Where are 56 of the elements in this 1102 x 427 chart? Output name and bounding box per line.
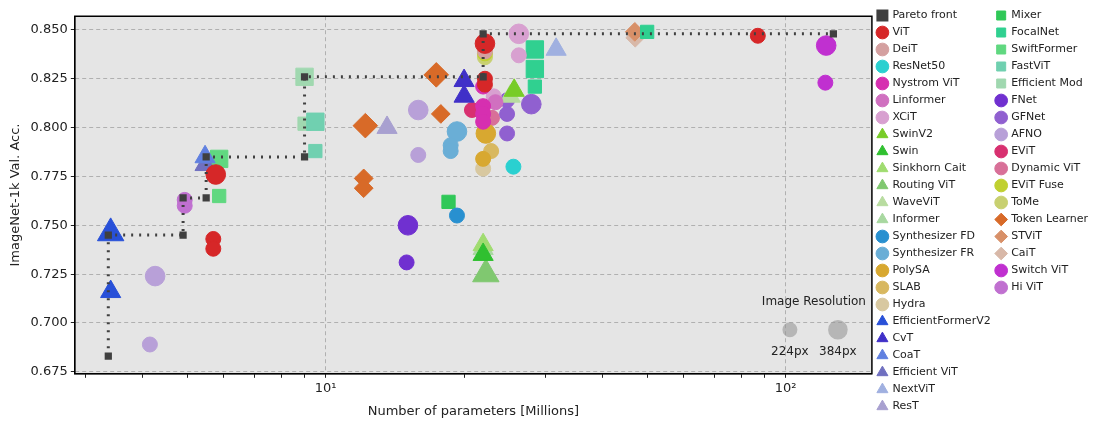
y-tick-label: 0.825 xyxy=(30,70,68,86)
legend-label: XCiT xyxy=(892,110,917,124)
y-tick-label: 0.775 xyxy=(30,167,68,183)
y-tick-label: 0.725 xyxy=(30,265,68,281)
legend-label: FocalNet xyxy=(1011,25,1060,39)
legend-label: Sinkhorn Cait xyxy=(892,161,967,175)
legend-label: Efficient ViT xyxy=(892,365,958,379)
legend-label: EViT Fuse xyxy=(1011,178,1065,192)
y-tick-label: 0.800 xyxy=(30,118,68,134)
legend-label: CvT xyxy=(892,331,914,345)
annotation: Image Resolution xyxy=(761,293,866,308)
legend-label: CoaT xyxy=(892,348,921,362)
legend-label: Swin xyxy=(892,144,919,158)
legend-label: FastViT xyxy=(1011,59,1051,73)
legend-label: SLAB xyxy=(892,280,921,294)
legend-label: EfficientFormerV2 xyxy=(892,314,991,328)
legend-label: Routing ViT xyxy=(892,178,956,192)
y-tick-label: 0.700 xyxy=(30,314,68,330)
legend-label: Hi ViT xyxy=(1011,280,1044,294)
legend-label: PolySA xyxy=(892,263,931,277)
legend-label: SwinV2 xyxy=(892,127,933,141)
x-tick-label: 10¹ xyxy=(314,379,337,395)
legend-label: ResNet50 xyxy=(892,59,946,73)
legend-label: EViT xyxy=(1011,144,1036,158)
legend-label: NextViT xyxy=(892,382,936,396)
legend-label: 384px xyxy=(819,343,857,358)
legend-label: DeiT xyxy=(892,42,918,56)
legend-label: CaiT xyxy=(1011,246,1036,260)
legend-label: Nystrom ViT xyxy=(892,76,960,90)
legend-label: WaveViT xyxy=(892,195,940,209)
legend-label: STViT xyxy=(1011,229,1043,243)
legend-label: AFNO xyxy=(1011,127,1043,141)
legend-label: 224px xyxy=(771,343,809,358)
legend-label: Mixer xyxy=(1011,8,1042,22)
legend-label: Hydra xyxy=(892,297,926,311)
y-axis-title: ImageNet-1k Val. Acc. xyxy=(7,123,23,267)
legend-label: Pareto front xyxy=(892,8,958,22)
legend-label: GFNet xyxy=(1011,110,1047,124)
x-axis-title: Number of parameters [Millions] xyxy=(367,402,580,418)
legend-label: FNet xyxy=(1011,93,1038,107)
legend-label: ResT xyxy=(892,399,920,413)
legend-label: Synthesizer FD xyxy=(892,229,976,243)
x-tick-label: 10² xyxy=(774,379,797,395)
y-tick-label: 0.850 xyxy=(30,21,68,37)
legend-label: Dynamic ViT xyxy=(1011,161,1081,175)
y-tick-label: 0.750 xyxy=(30,216,68,232)
legend-label: ToMe xyxy=(1010,195,1040,209)
legend-label: Linformer xyxy=(892,93,946,107)
y-tick-label: 0.675 xyxy=(30,363,68,379)
legend-label: Token Learner xyxy=(1010,212,1089,226)
legend-label: SwiftFormer xyxy=(1011,42,1078,56)
legend-label: ViT xyxy=(892,25,910,39)
legend-label: Informer xyxy=(892,212,941,226)
legend-label: Switch ViT xyxy=(1011,263,1069,277)
legend-label: Efficient Mod xyxy=(1011,76,1083,90)
legend-label: Synthesizer FR xyxy=(892,246,975,260)
